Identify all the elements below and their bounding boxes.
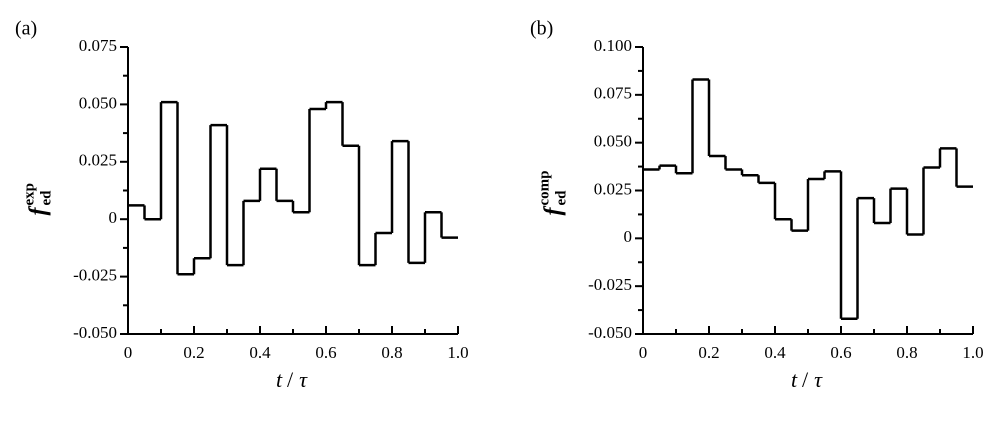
- x-label-slash: /: [802, 367, 809, 392]
- x-tick-label: 0.8: [896, 343, 917, 362]
- x-tick-label: 0: [124, 343, 133, 362]
- panel-label: (a): [15, 18, 37, 40]
- y-tick-label: 0: [109, 208, 118, 227]
- panel: (a) -0.050 -0.025 0 0.025 0.050 0.075 0 0.2 0.4 0.…: [15, 18, 469, 392]
- x-tick-label: 0.4: [249, 343, 271, 362]
- x-tick-label: 1.0: [962, 343, 983, 362]
- x-tick-label: 0.2: [183, 343, 204, 362]
- x-tick-label: 0.6: [830, 343, 851, 362]
- y-label-base: f: [26, 206, 52, 216]
- y-tick-label: 0.075: [594, 84, 632, 103]
- y-tick-label: 0.050: [594, 132, 632, 151]
- y-tick-label: 0.050: [79, 93, 117, 112]
- y-label-sub: ed: [38, 190, 54, 206]
- x-tick-label: 1.0: [447, 343, 468, 362]
- y-label-sup: comp: [536, 171, 552, 206]
- x-label-main: t: [276, 367, 283, 392]
- x-tick-label: 0.8: [381, 343, 402, 362]
- x-tick-label: 0.6: [315, 343, 336, 362]
- y-tick-label: 0: [624, 227, 633, 246]
- y-tick-label: 0.025: [594, 179, 632, 198]
- y-tick-label: -0.025: [73, 266, 117, 285]
- y-tick-label: 0.025: [79, 151, 117, 170]
- x-tick-label: 0.2: [698, 343, 719, 362]
- x-tick-label: 0: [639, 343, 648, 362]
- panel: (b) -0.050 -0.025 0 0.025 0.050 0.075 0.100 0 0.2…: [530, 18, 984, 392]
- x-label-tau: τ: [299, 367, 308, 392]
- y-tick-label: -0.025: [588, 275, 632, 294]
- panel-label: (b): [530, 18, 553, 40]
- x-label-slash: /: [287, 367, 294, 392]
- y-label-sub: ed: [553, 190, 569, 206]
- x-label-tau: τ: [814, 367, 823, 392]
- y-tick-label: -0.050: [73, 323, 117, 342]
- y-label-base: f: [541, 206, 567, 216]
- x-tick-label: 0.4: [764, 343, 786, 362]
- x-label-main: t: [791, 367, 798, 392]
- y-label-sup: exp: [21, 183, 37, 206]
- y-tick-label: 0.075: [79, 36, 117, 55]
- y-tick-label: 0.100: [594, 36, 632, 55]
- y-tick-label: -0.050: [588, 323, 632, 342]
